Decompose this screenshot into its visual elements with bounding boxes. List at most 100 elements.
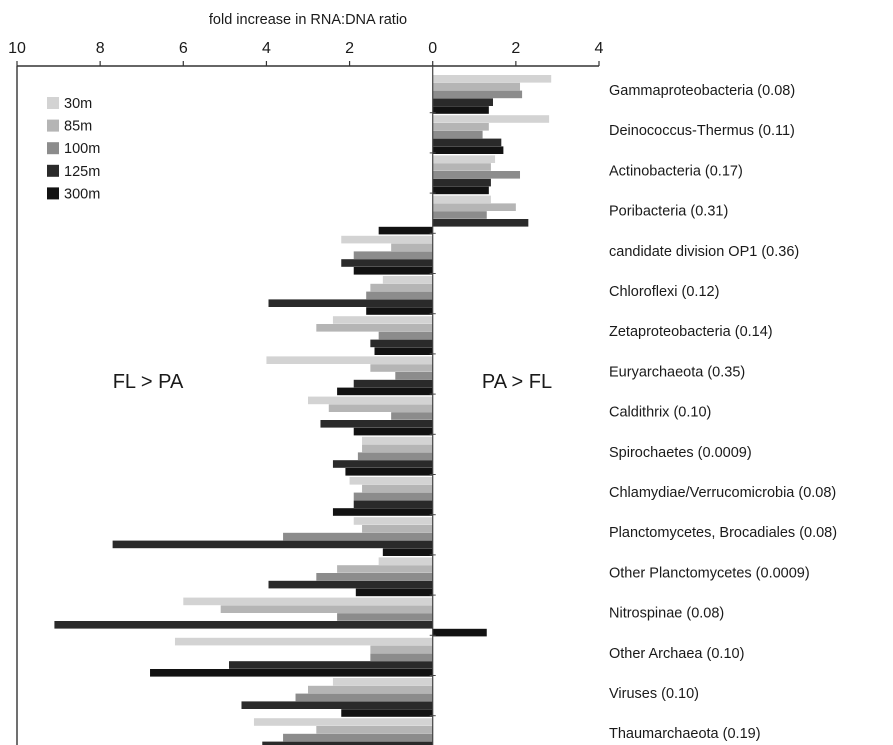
category-label: Viruses (0.10) (609, 686, 699, 702)
category-label: Chloroflexi (0.12) (609, 284, 719, 300)
bar (328, 404, 433, 412)
bar (391, 412, 433, 420)
bar (295, 693, 433, 702)
bar (308, 685, 433, 694)
category-label: Spirochaetes (0.0009) (609, 445, 752, 461)
category-label: Other Archaea (0.10) (609, 646, 744, 662)
bar (332, 508, 433, 516)
legend-swatch (47, 142, 59, 155)
x-tick-label: 2 (345, 40, 354, 57)
bar (370, 339, 433, 348)
bar (174, 637, 433, 646)
bar (362, 525, 433, 533)
x-tick-label: 8 (96, 40, 105, 57)
bar (362, 444, 433, 453)
category-label: Zetaproteobacteria (0.14) (609, 324, 773, 340)
bar (370, 364, 433, 372)
bar (391, 243, 433, 252)
bar (341, 235, 433, 244)
category-label: Nitrospinae (0.08) (609, 606, 724, 622)
bar (332, 460, 433, 468)
legend-swatch (47, 97, 59, 109)
x-tick-label: 10 (8, 40, 26, 57)
bar (341, 259, 433, 267)
bar (262, 741, 433, 745)
bar (378, 331, 433, 340)
bar (378, 226, 433, 235)
bar (432, 178, 491, 187)
bar (366, 291, 433, 300)
bar (316, 726, 433, 734)
category-label: Caldithrix (0.10) (609, 405, 711, 421)
bar (337, 613, 433, 621)
x-tick-label: 2 (511, 40, 520, 57)
bar (432, 628, 487, 637)
bar (150, 669, 433, 677)
bar (353, 379, 433, 388)
bar (432, 123, 489, 131)
bar (362, 484, 433, 493)
legend-label: 100m (64, 141, 100, 157)
bar (362, 436, 433, 445)
bar (432, 186, 489, 195)
category-label: Deinococcus-Thermus (0.11) (609, 123, 795, 139)
bar (432, 130, 483, 139)
bar (357, 452, 433, 460)
bar (316, 324, 433, 332)
bar (316, 573, 433, 581)
legend-swatch (47, 187, 59, 200)
x-tick-label: 0 (428, 40, 437, 57)
x-tick-label: 4 (262, 40, 271, 57)
bar (283, 532, 433, 541)
bar (283, 733, 433, 742)
bar (353, 267, 433, 275)
legend-label: 85m (64, 119, 92, 135)
bar (353, 492, 433, 501)
category-label: Euryarchaeota (0.35) (609, 364, 745, 380)
plot-area: 10 8 6 4 2 0 2 4 Gammaproteobacteria (0.08) Deino… (8, 40, 837, 745)
region-label-right: PA > FL (482, 371, 552, 393)
bar (229, 661, 433, 669)
x-axis-title: fold increase in RNA:DNA ratio (209, 12, 407, 28)
bar (183, 597, 433, 606)
bar (432, 75, 552, 83)
bar (268, 299, 433, 307)
legend-label: 300m (64, 186, 100, 202)
bar (112, 540, 433, 549)
bar (432, 82, 521, 91)
x-tick-label: 4 (595, 40, 604, 57)
bar (432, 98, 493, 106)
bar (374, 347, 433, 355)
bar (432, 155, 496, 163)
bar (353, 427, 433, 436)
bar (432, 211, 487, 219)
x-tick-label: 6 (179, 40, 188, 57)
legend-label: 30m (64, 96, 92, 112)
bar (241, 701, 433, 709)
bar (253, 718, 433, 726)
bar (432, 195, 491, 204)
bar (332, 316, 433, 324)
region-label-left: FL > PA (113, 371, 184, 393)
category-label: candidate division OP1 (0.36) (609, 244, 799, 260)
bar (337, 565, 433, 573)
bar (432, 90, 523, 99)
category-label: Poribacteria (0.31) (609, 204, 728, 220)
bar (378, 557, 433, 565)
bar (432, 115, 550, 123)
legend: 30m 85m 100m 125m 300m (47, 96, 100, 202)
bar (308, 396, 433, 405)
bar (395, 372, 433, 380)
bar (382, 276, 433, 284)
bar (432, 106, 489, 114)
bar (382, 548, 433, 556)
bar (337, 387, 433, 396)
category-label: Planctomycetes, Brocadiales (0.08) (609, 525, 837, 541)
category-label: Other Planctomycetes (0.0009) (609, 565, 810, 581)
bar (432, 163, 491, 171)
category-label: Chlamydiae/Verrucomicrobia (0.08) (609, 485, 836, 501)
bar (432, 171, 521, 179)
bar (353, 251, 433, 259)
bar (54, 621, 433, 629)
bar (220, 605, 433, 613)
